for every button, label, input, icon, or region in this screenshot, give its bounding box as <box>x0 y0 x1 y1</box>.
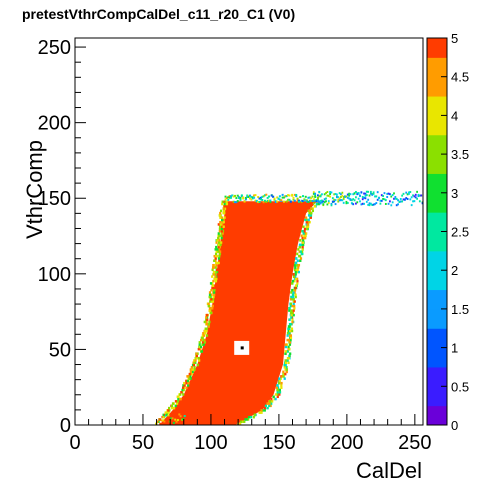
palette-band <box>427 250 447 271</box>
palette-band <box>427 328 447 349</box>
x-axis: 0 50 100 150 200 250 <box>69 414 432 454</box>
palette-band <box>427 57 447 78</box>
y-tick-label: 100 <box>38 264 71 286</box>
palette-tick-label: 0 <box>451 418 458 433</box>
y-tick-label: 200 <box>38 113 71 135</box>
palette-band <box>427 96 447 116</box>
palette-tick-label: 3 <box>451 186 458 201</box>
palette-band <box>427 347 447 368</box>
palette-band <box>427 212 447 232</box>
color-palette: 0 0.5 1 1.5 2 2.5 3 3.5 4 4.5 5 <box>426 31 469 433</box>
chart-title: pretestVthrCompCalDel_c11_r20_C1 (V0) <box>22 6 296 22</box>
y-axis-title: VthrComp <box>22 140 47 239</box>
palette-band <box>427 115 447 136</box>
palette-band <box>427 289 447 310</box>
palette-tick-label: 2 <box>451 263 458 278</box>
palette-band <box>427 38 447 58</box>
edge-cells <box>155 190 423 425</box>
x-tick-label: 150 <box>262 432 295 454</box>
palette-band <box>427 405 447 426</box>
palette-tick-label: 2.5 <box>451 225 469 240</box>
x-axis-title: CalDel <box>356 458 422 483</box>
heatmap-cells <box>155 190 423 425</box>
palette-band <box>427 134 447 155</box>
y-tick-label: 50 <box>49 339 71 361</box>
palette-tick-label: 4 <box>451 108 458 123</box>
hole-dot <box>240 346 244 350</box>
x-tick-label: 100 <box>194 432 227 454</box>
x-tick-label: 50 <box>132 432 154 454</box>
y-tick-label: 250 <box>38 37 71 59</box>
palette-band <box>427 270 447 291</box>
x-tick-label: 0 <box>69 432 80 454</box>
palette-band <box>427 192 447 213</box>
y-axis: 0 50 100 150 200 250 <box>38 37 86 437</box>
palette-band <box>427 231 447 252</box>
palette-band <box>427 154 447 174</box>
palette-tick-label: 1 <box>451 341 458 356</box>
palette-tick-label: 0.5 <box>451 379 469 394</box>
x-tick-label: 200 <box>330 432 363 454</box>
palette-tick-label: 1.5 <box>451 302 469 317</box>
palette-band <box>427 366 447 387</box>
palette-tick-label: 3.5 <box>451 147 469 162</box>
palette-band <box>427 386 447 407</box>
y-tick-label: 0 <box>60 415 71 437</box>
palette-tick-label: 4.5 <box>451 70 469 85</box>
palette-band <box>427 76 447 97</box>
palette-band <box>427 173 447 194</box>
palette-band <box>427 308 447 329</box>
saturated-region <box>159 201 317 425</box>
palette-tick-label: 5 <box>451 31 458 46</box>
x-tick-label: 250 <box>398 432 431 454</box>
y-tick-label: 150 <box>38 188 71 210</box>
